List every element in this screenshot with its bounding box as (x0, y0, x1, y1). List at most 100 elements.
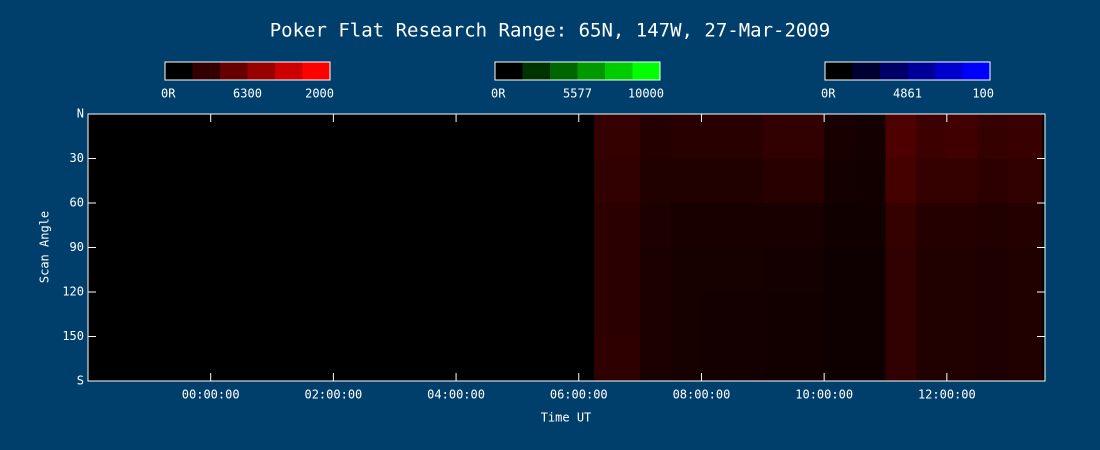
y-tick-label: 120 (62, 285, 84, 299)
heatmap-cell (885, 158, 917, 204)
heatmap-cell (885, 292, 917, 337)
colorbar-segment (632, 62, 661, 80)
y-tick-label: 90 (70, 240, 84, 254)
heatmap-cell (670, 203, 702, 248)
heatmap-cell (946, 247, 978, 293)
heatmap-cell (701, 203, 764, 248)
heatmap-cell (916, 247, 948, 293)
heatmap-cell (946, 203, 978, 248)
heatmap-cell (670, 158, 702, 204)
heatmap-cell (1008, 247, 1043, 293)
heatmap-cell (594, 158, 641, 204)
heatmap-cell (701, 247, 764, 293)
heatmap-cell (1008, 114, 1043, 159)
colorbar-min-label: 0R (821, 87, 836, 101)
colorbar-segment (577, 62, 606, 80)
colorbar-segment (852, 62, 881, 80)
heatmap-cell (701, 336, 764, 382)
heatmap-cell (670, 114, 702, 159)
heatmap-cell (1008, 292, 1043, 337)
colorbar-wavelength: 6300 (233, 87, 262, 101)
heatmap-cell (762, 336, 825, 382)
heatmap-cell (854, 114, 886, 159)
y-axis-label: Scan Angle (38, 211, 52, 283)
heatmap-cell (762, 203, 825, 248)
heatmap-cell (701, 292, 764, 337)
colorbar-segment (522, 62, 551, 80)
colorbar-segment (220, 62, 248, 80)
heatmap-cell (824, 158, 856, 204)
colorbar-segment (550, 62, 578, 80)
x-axis-label: Time UT (541, 411, 592, 425)
heatmap-cell (977, 158, 1009, 204)
y-tick-label: S (77, 374, 84, 388)
colorbar-segment (165, 62, 193, 80)
colorbar-wavelength: 5577 (563, 87, 592, 101)
heatmap-cell (640, 114, 672, 159)
heatmap-cell (885, 203, 917, 248)
heatmap-cell (594, 336, 641, 382)
colorbar-segment (247, 62, 276, 80)
heatmap-cell (854, 203, 886, 248)
heatmap-cell (885, 247, 917, 293)
x-tick-label: 02:00:00 (304, 388, 362, 402)
heatmap-cell (854, 158, 886, 204)
heatmap-cell (946, 292, 978, 337)
heatmap-cell (594, 292, 641, 337)
colorbar-segment (275, 62, 303, 80)
heatmap-cell (946, 158, 978, 204)
colorbar-max-label: 2000 (305, 87, 334, 101)
heatmap-cell (977, 336, 1009, 382)
x-tick-label: 08:00:00 (673, 388, 731, 402)
heatmap-cell (977, 114, 1009, 159)
x-tick-label: 04:00:00 (427, 388, 485, 402)
colorbar-max-label: 100 (972, 87, 994, 101)
heatmap-cell (1008, 203, 1043, 248)
x-tick-label: 00:00:00 (182, 388, 240, 402)
heatmap-cell (1008, 158, 1043, 204)
heatmap-cell (640, 203, 672, 248)
y-tick-label: 150 (62, 329, 84, 343)
x-tick-label: 06:00:00 (550, 388, 608, 402)
heatmap-cell (701, 158, 764, 204)
x-tick-label: 10:00:00 (795, 388, 853, 402)
heatmap-cell (977, 292, 1009, 337)
colorbar-segment (962, 62, 991, 80)
heatmap-cell (885, 114, 917, 159)
colorbar-wavelength: 4861 (893, 87, 922, 101)
colorbar-max-label: 10000 (628, 87, 664, 101)
colorbar-segment (302, 62, 331, 80)
heatmap-cell (946, 114, 978, 159)
heatmap-cell (824, 247, 856, 293)
heatmap-cell (670, 247, 702, 293)
heatmap-cell (701, 114, 764, 159)
heatmap-cell (977, 203, 1009, 248)
heatmap-cell (594, 247, 641, 293)
heatmap-cell (916, 203, 948, 248)
heatmap-cell (640, 247, 672, 293)
colorbar-segment (880, 62, 908, 80)
heatmap-cell (854, 292, 886, 337)
heatmap-cell (824, 203, 856, 248)
colorbar-segment (825, 62, 853, 80)
y-tick-label: 60 (70, 196, 84, 210)
x-tick-label: 12:00:00 (918, 388, 976, 402)
chart-title: Poker Flat Research Range: 65N, 147W, 27… (270, 20, 831, 42)
heatmap-cell (885, 336, 917, 382)
heatmap-cell (640, 158, 672, 204)
heatmap-cell (916, 158, 948, 204)
heatmap-cell (916, 114, 948, 159)
colorbar-frame (824, 61, 991, 81)
heatmap-cell (640, 336, 672, 382)
heatmap-cell (824, 336, 856, 382)
heatmap-cell (916, 292, 948, 337)
colorbar-min-label: 0R (491, 87, 506, 101)
heatmap-cell (854, 336, 886, 382)
colorbar-segment (605, 62, 633, 80)
heatmap-cell (824, 114, 856, 159)
heatmap-cell (670, 292, 702, 337)
heatmap-cell (824, 292, 856, 337)
heatmap-cell (762, 292, 825, 337)
